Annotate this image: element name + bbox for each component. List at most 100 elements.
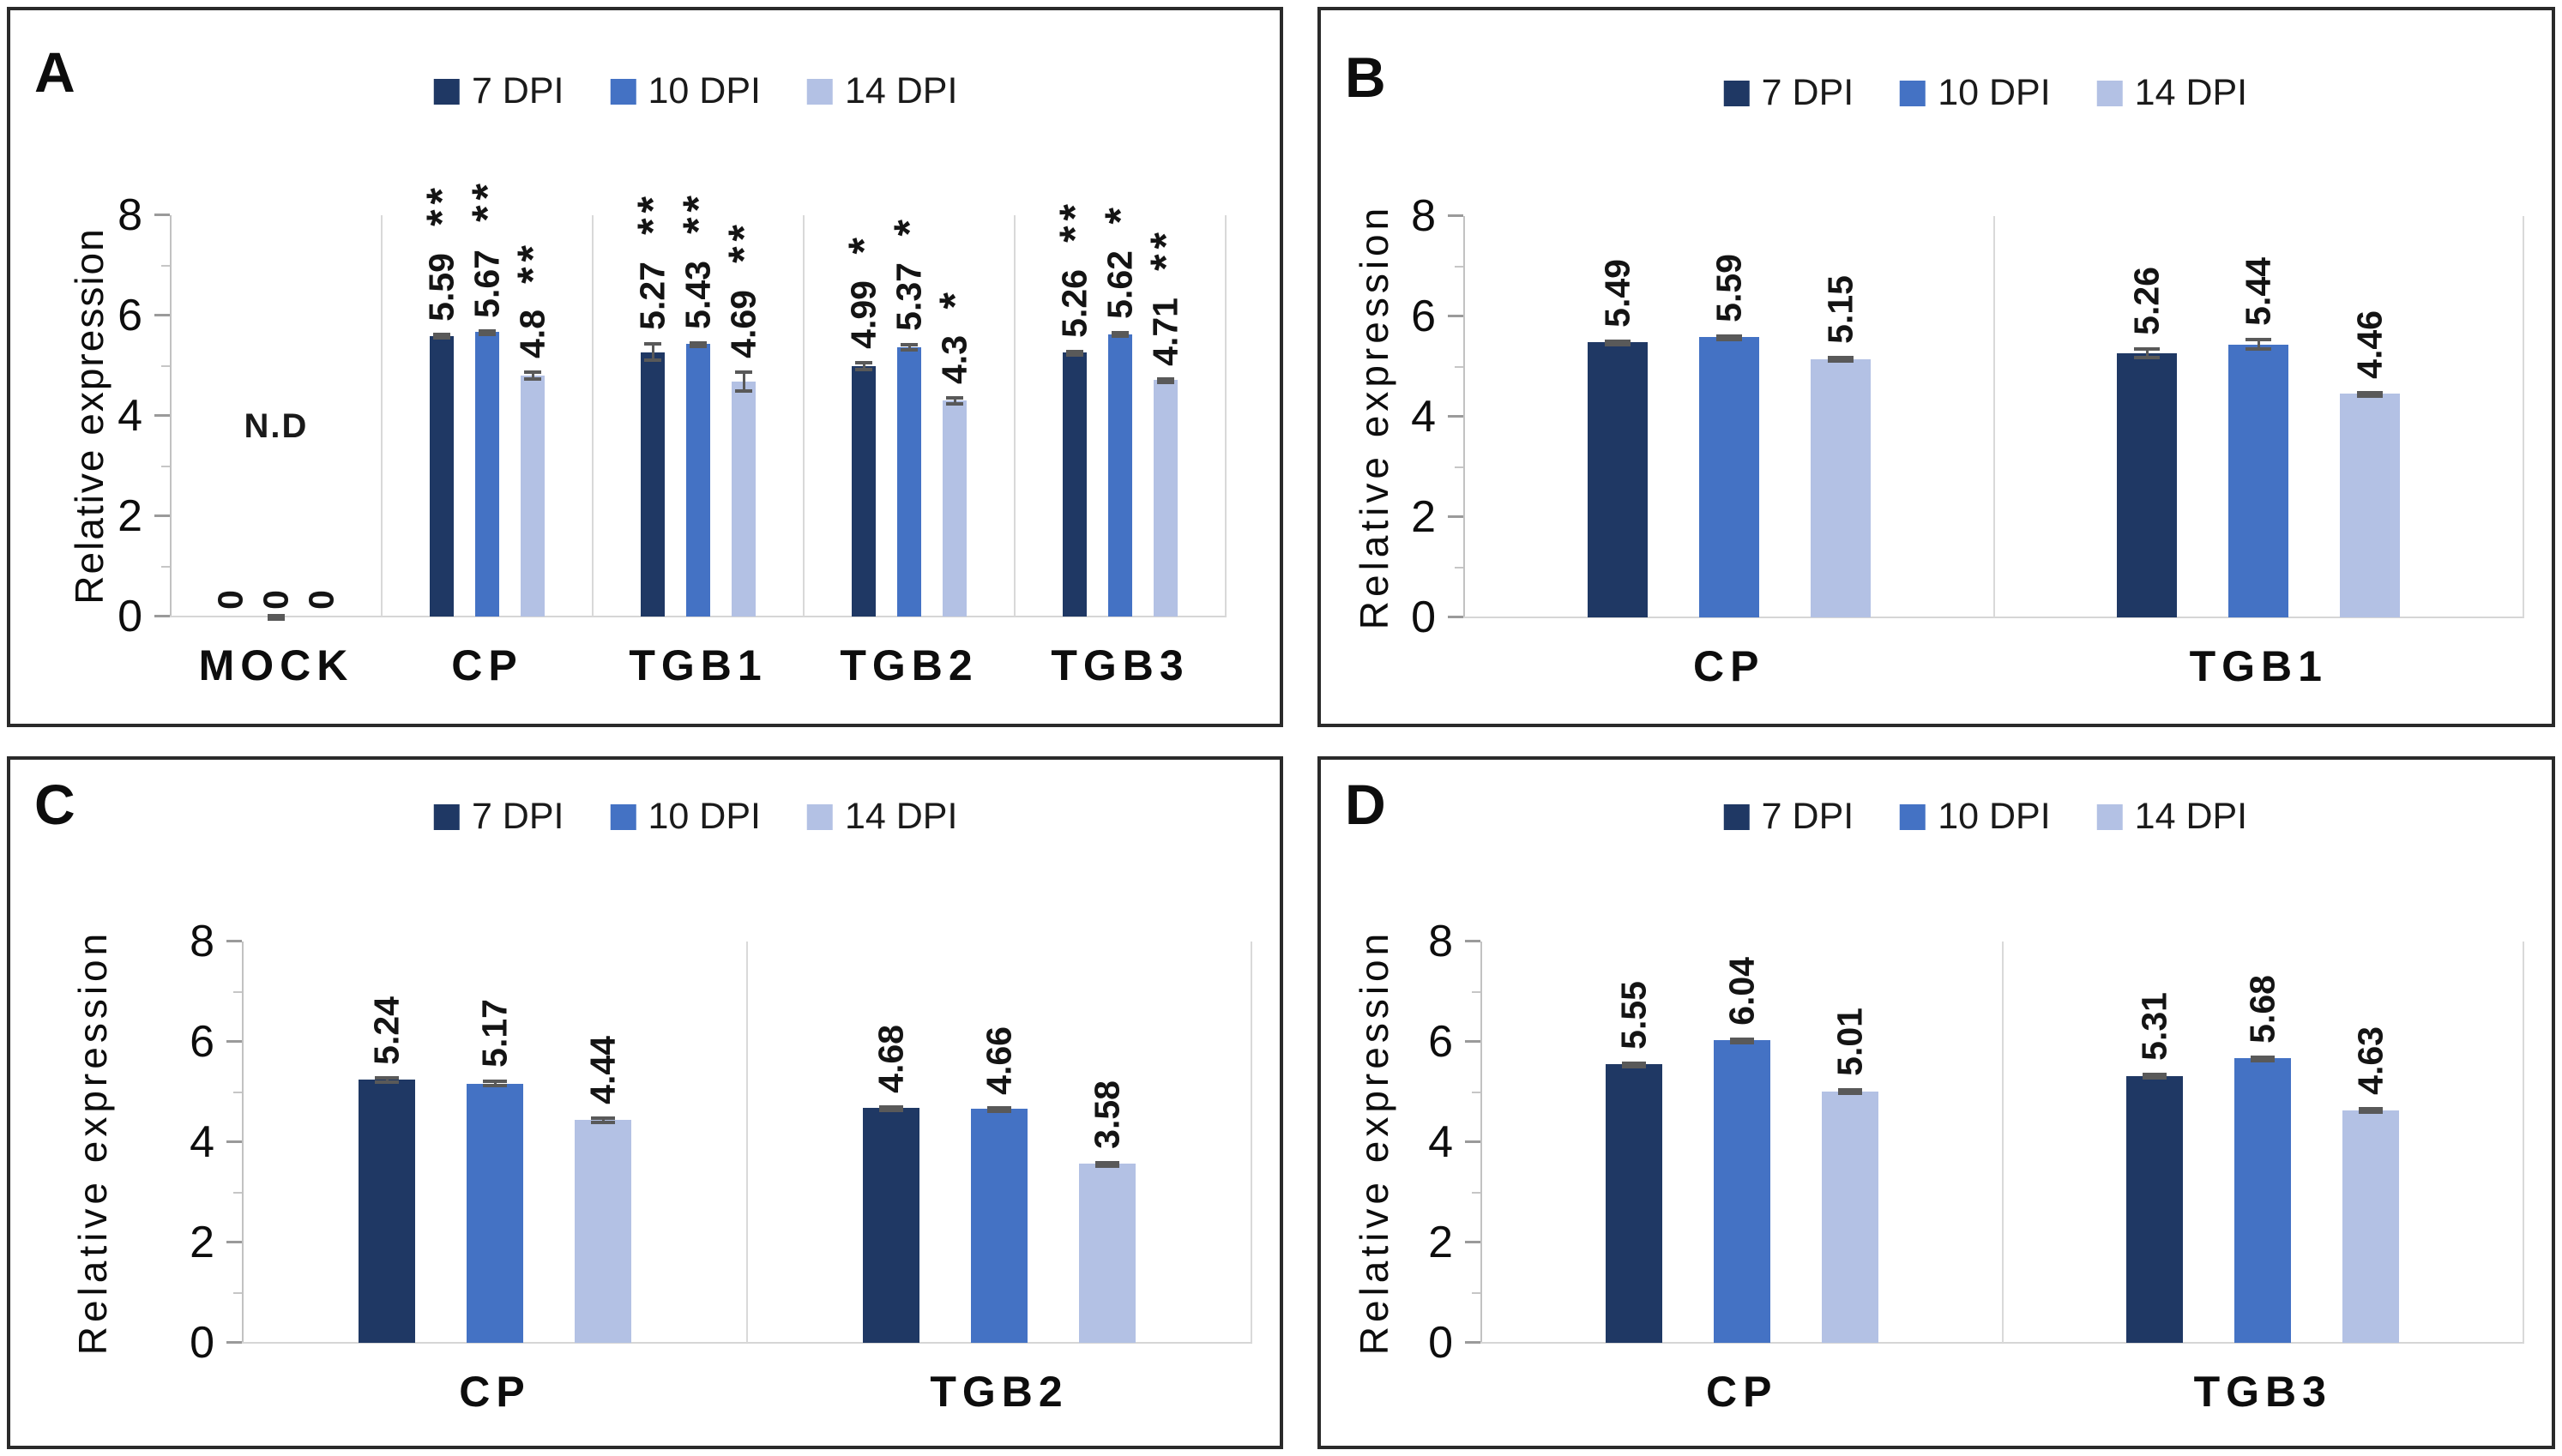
bar-slot: 5.31: [2126, 942, 2184, 1343]
error-bar-cap-bottom: [483, 1084, 507, 1088]
legend: 7 DPI 10 DPI 14 DPI: [433, 796, 958, 838]
bar-slot: 5.67 **: [463, 178, 511, 617]
error-bar-cap-top: [483, 1079, 507, 1083]
error-bar-cap-top: [2359, 1107, 2384, 1111]
error-bar-cap-top: [1095, 1160, 1119, 1164]
error-bar: [2134, 347, 2161, 360]
bar-value-label: 4.3: [934, 334, 974, 384]
significance-marker: **: [1142, 226, 1190, 271]
error-bar: [483, 1079, 507, 1088]
bar-10-dpi: [2228, 344, 2289, 617]
bar-value-label: 3.58: [1087, 1080, 1127, 1149]
error-bar: [591, 1116, 615, 1124]
y-tick-label: 8: [190, 917, 214, 966]
error-bar: [524, 370, 541, 382]
legend: 7 DPI 10 DPI 14 DPI: [433, 70, 957, 112]
y-axis-line: [170, 215, 172, 617]
error-bar: [1095, 1160, 1119, 1168]
legend-swatch-14-dpi: [2096, 803, 2123, 830]
bar-value-label: 5.15: [1820, 275, 1860, 345]
y-tick: [1465, 1040, 1480, 1043]
legend-label: 7 DPI: [471, 70, 564, 111]
legend-entry: 10 DPI: [1900, 796, 2051, 838]
error-bar-cap-bottom: [1837, 1092, 1862, 1096]
bar-cluster: 5.26 5.44 4.46: [1995, 216, 2523, 617]
panel-letter: C: [34, 773, 76, 836]
y-tick: [1448, 515, 1463, 518]
y-tick-label: 8: [1428, 917, 1453, 966]
category-group-tgb2: 4.68 4.66 3.58 TGB2: [748, 942, 1252, 1416]
error-bar-cap-bottom: [2143, 1076, 2167, 1080]
bar-value-label: 4.99: [843, 280, 883, 350]
error-bar-cap-bottom: [375, 1080, 399, 1084]
bar-slot: 4.63: [2342, 942, 2400, 1343]
bar-value-label: 4.69: [723, 289, 763, 358]
x-category-label: CP: [1706, 1368, 1778, 1416]
bar-groups: 5.49 5.59 5.15 CP 5.26 5.44 4.46 TGB1: [1465, 216, 2524, 690]
bar-10-dpi: [686, 344, 710, 617]
error-bar-cap-bottom: [433, 336, 450, 340]
error-bar: [375, 1076, 399, 1084]
bar-value-label: 5.55: [1613, 981, 1654, 1050]
y-tick: [1465, 1341, 1480, 1344]
legend-label: 14 DPI: [2134, 72, 2248, 113]
x-category-label: CP: [459, 1368, 531, 1416]
error-bar-cap-bottom: [855, 367, 872, 371]
bar-10-dpi: [1713, 1039, 1770, 1343]
bar-value-label: 5.17: [474, 999, 515, 1068]
bar-slot: 4.66: [971, 942, 1028, 1343]
bar-10-dpi: [971, 1109, 1028, 1343]
bar-7-dpi: [1587, 341, 1648, 617]
legend-label: 14 DPI: [2134, 796, 2248, 837]
legend-entry: 14 DPI: [806, 70, 957, 112]
y-axis-title: Relative expression: [70, 929, 115, 1356]
panel-a: A 7 DPI 10 DPI 14 DPI Relative expression …: [7, 7, 1283, 727]
error-bar: [1837, 1087, 1862, 1096]
error-bar: [2357, 391, 2384, 399]
category-group-cp: 5.24 5.17 4.44 CP: [244, 942, 748, 1416]
error-bar-cap-bottom: [1604, 342, 1631, 346]
error-bar-cap-top: [2143, 1073, 2167, 1077]
y-tick: [154, 514, 170, 517]
bar-7-dpi: [430, 336, 454, 617]
panel-grid: A 7 DPI 10 DPI 14 DPI Relative expression …: [7, 7, 2555, 1449]
y-minor-tick: [161, 264, 170, 267]
y-minor-tick: [1472, 1191, 1480, 1194]
error-bar: [1112, 331, 1129, 339]
error-bar-stem: [2257, 341, 2260, 348]
not-detected-annotation: N.D: [244, 407, 309, 446]
error-bar-stem: [531, 374, 534, 378]
legend-entry: 7 DPI: [433, 796, 564, 838]
bar-10-dpi: [475, 332, 499, 617]
error-bar-cap-bottom: [2246, 347, 2272, 352]
bar-slot: 5.62 *: [1096, 202, 1144, 617]
error-bar-cap-bottom: [1066, 353, 1083, 358]
bar-cluster: 5.27 ** 5.43 ** 4.69 **: [594, 190, 803, 617]
bar-7-dpi: [2126, 1076, 2184, 1343]
error-bar: [1827, 356, 1854, 364]
legend-label: 14 DPI: [844, 796, 958, 837]
legend-label: 10 DPI: [1938, 72, 2051, 113]
significance-marker: **: [463, 178, 511, 223]
y-tick: [1448, 616, 1463, 618]
category-group-tgb3: 5.31 5.68 4.63 TGB3: [2004, 942, 2524, 1416]
bar-slot: 3.58: [1079, 942, 1136, 1343]
bar-value-label: 0: [210, 590, 250, 610]
bar-slot: 6.04: [1713, 942, 1770, 1343]
error-bar-cap-top: [1729, 1037, 1754, 1041]
y-tick: [154, 414, 170, 417]
error-bar: [479, 329, 496, 337]
y-tick-label: 2: [1428, 1218, 1453, 1267]
bar-10-dpi: [2234, 1057, 2292, 1343]
bar-slot: 4.71 **: [1142, 215, 1190, 617]
bar-14-dpi: [732, 381, 756, 617]
x-axis-line: [170, 616, 1227, 617]
y-tick-label: 2: [118, 491, 142, 541]
y-tick-label: 2: [1411, 492, 1436, 542]
error-bar-cap-top: [524, 370, 541, 375]
bar-value-label: 5.68: [2242, 974, 2282, 1044]
bar-cluster: 5.49 5.59 5.15: [1465, 216, 1993, 617]
y-tick: [226, 940, 242, 942]
y-minor-tick: [1455, 265, 1463, 268]
